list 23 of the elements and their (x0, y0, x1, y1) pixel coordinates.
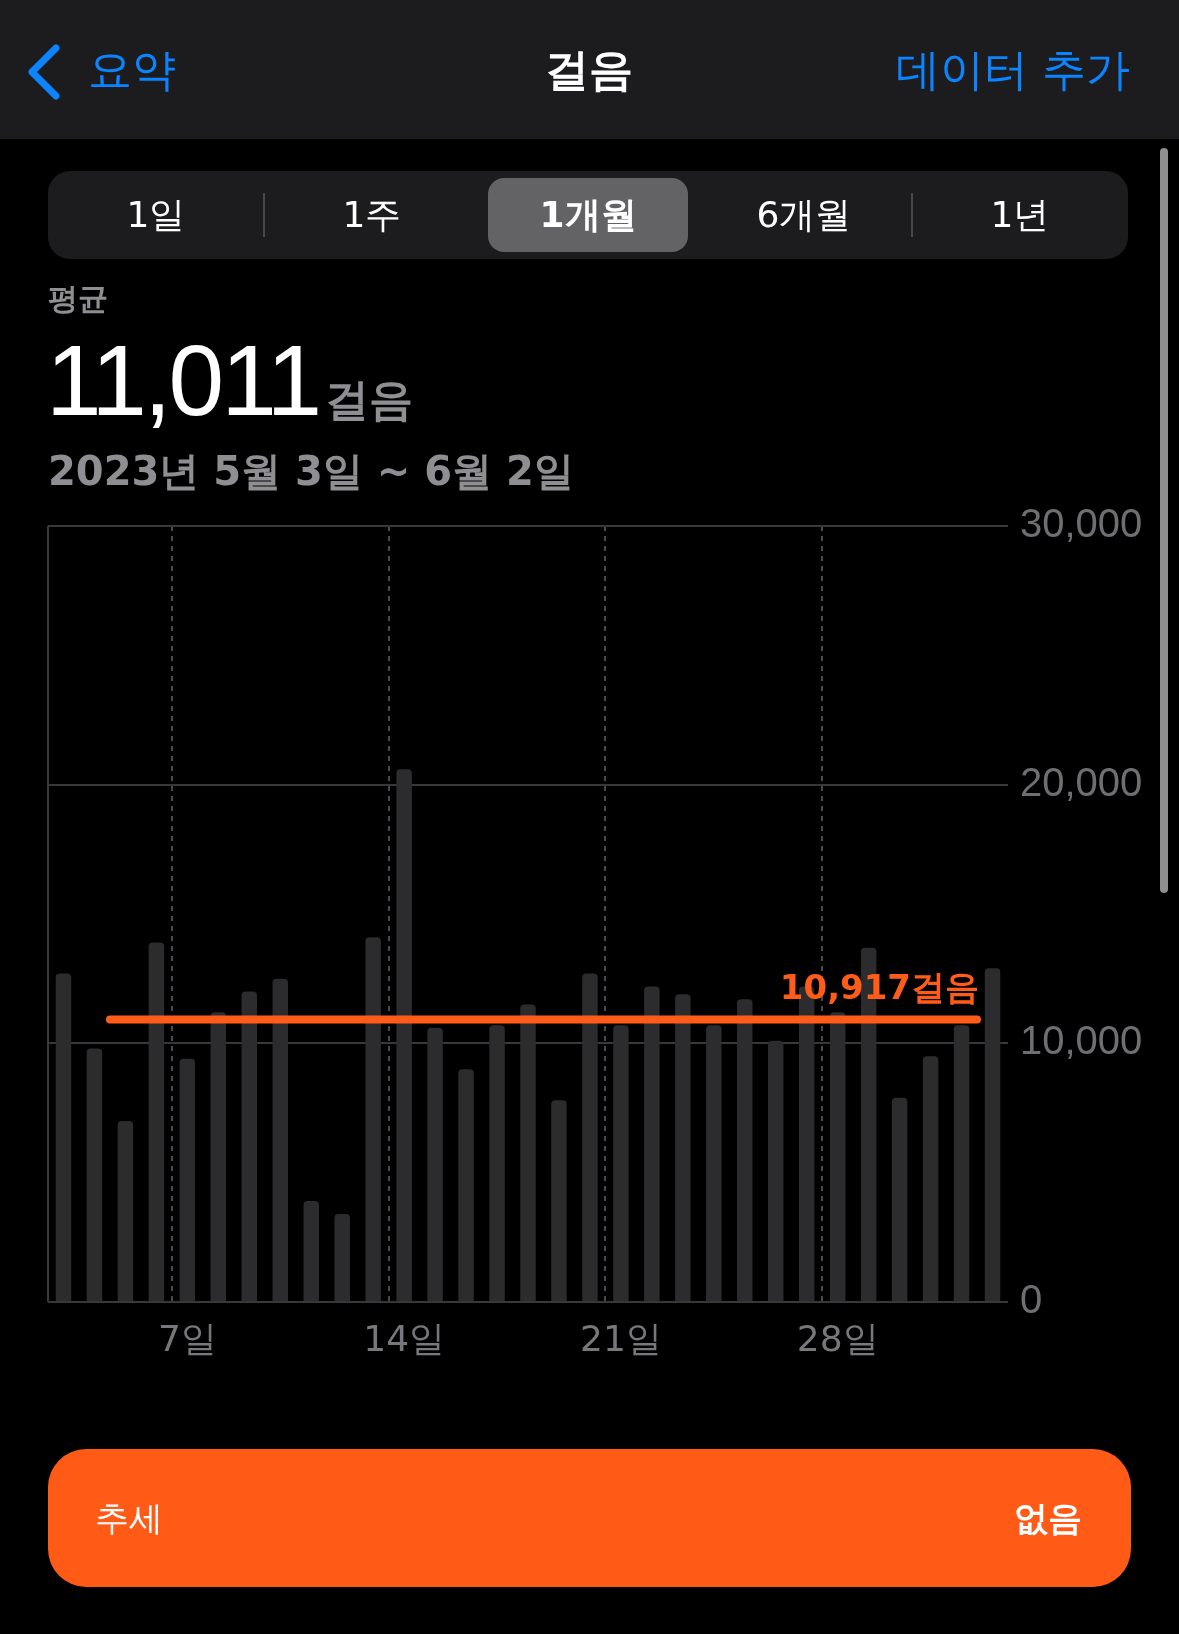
x-tick-label: 14일 (363, 1317, 446, 1359)
text: 1년 (990, 194, 1050, 235)
x-tick-label: 7일 (157, 1317, 217, 1359)
text: 11,011 (46, 324, 320, 436)
ref-line-label: 10,917걸음 (779, 967, 980, 1008)
text: 1주 (342, 194, 402, 235)
x-tick-label: 21일 (580, 1317, 662, 1359)
text: 없음 (1014, 1498, 1082, 1538)
chart-subtitle: 2023년 5월 3일 ~ 6월 2일 (48, 448, 574, 494)
x-tick-label: 28일 (796, 1317, 879, 1359)
y-tick-label: 0 (1020, 1277, 1043, 1322)
text: 걸음 (325, 374, 414, 425)
text: 데이터 추가 (896, 44, 1130, 95)
text: 추세 (95, 1498, 163, 1538)
y-tick-label: 20,000 (1020, 759, 1143, 804)
y-tick-label: 30,000 (1020, 501, 1143, 546)
text: 1개월 (539, 194, 637, 235)
text: 요약 (88, 44, 176, 95)
chart-title: 걸음 (545, 44, 633, 95)
text: 1일 (126, 194, 186, 235)
text: 평균 (48, 281, 108, 316)
text: 6개월 (756, 194, 852, 235)
y-tick-label: 10,000 (1020, 1018, 1143, 1063)
